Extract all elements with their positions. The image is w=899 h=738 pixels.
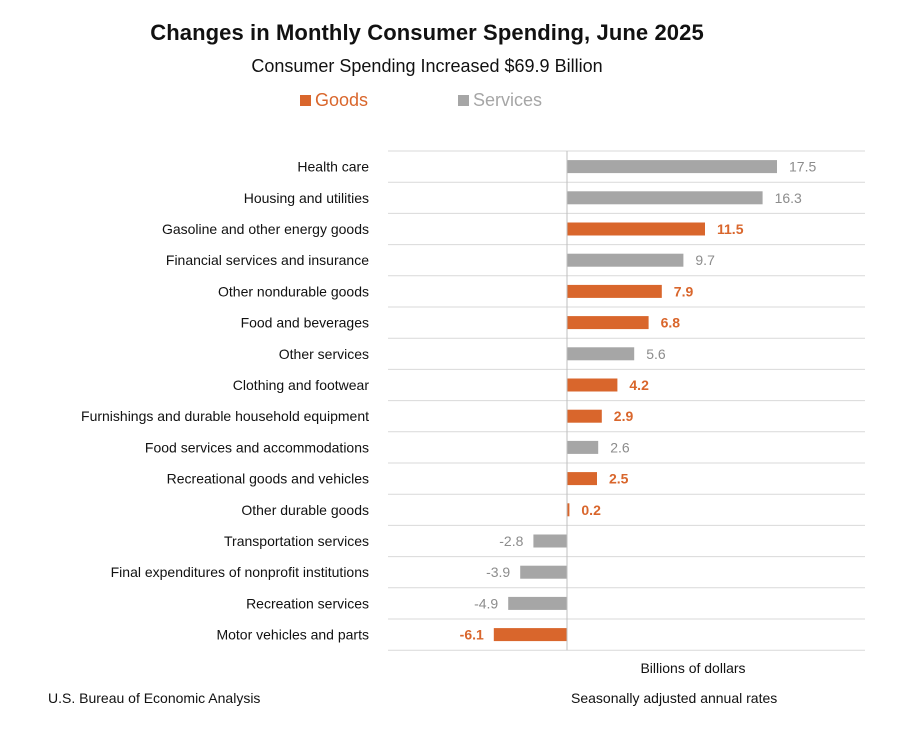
value-label: -3.9 xyxy=(486,564,510,580)
bar-housing-and-utilities xyxy=(567,191,763,205)
source-label: U.S. Bureau of Economic Analysis xyxy=(48,690,261,706)
bar-food-and-beverages xyxy=(567,316,649,330)
bar-other-nondurable-goods xyxy=(567,284,662,298)
bar-health-care xyxy=(567,160,777,174)
bars xyxy=(493,160,777,642)
category-label: Gasoline and other energy goods xyxy=(162,221,369,237)
value-label: 5.6 xyxy=(646,346,666,362)
value-label: 2.6 xyxy=(610,439,630,455)
gridlines xyxy=(388,150,865,651)
category-label: Final expenditures of nonprofit institut… xyxy=(111,564,369,580)
value-label: 16.3 xyxy=(775,190,802,206)
legend-label-services: Services xyxy=(473,90,543,110)
value-label: 2.9 xyxy=(614,408,634,424)
category-label: Financial services and insurance xyxy=(166,252,369,268)
category-label: Food services and accommodations xyxy=(145,439,369,455)
category-label: Transportation services xyxy=(224,533,369,549)
chart-title: Changes in Monthly Consumer Spending, Ju… xyxy=(150,20,704,45)
category-labels: Health care Housing and utilities Gasoline… xyxy=(81,159,369,643)
value-label: 7.9 xyxy=(674,283,694,299)
value-label: 6.8 xyxy=(661,315,681,331)
category-label: Recreational goods and vehicles xyxy=(167,471,369,487)
category-label: Motor vehicles and parts xyxy=(216,627,369,643)
legend-label-goods: Goods xyxy=(315,90,369,110)
bar-other-services xyxy=(567,347,635,361)
value-label: -4.9 xyxy=(474,595,498,611)
category-label: Other nondurable goods xyxy=(218,283,369,299)
value-label: -2.8 xyxy=(499,533,523,549)
bar-transportation-services xyxy=(533,534,567,548)
value-label: -6.1 xyxy=(460,627,484,643)
legend-item-services: Services xyxy=(458,90,542,111)
value-label: 4.2 xyxy=(629,377,649,393)
bar-gasoline-and-other-energy-goods xyxy=(567,222,705,236)
chart-subtitle: Consumer Spending Increased $69.9 Billio… xyxy=(251,56,603,76)
value-label: 9.7 xyxy=(695,252,715,268)
value-labels: 17.5 16.3 11.59.77.9 6.8 5.6 4.2 2.9 2.6 2.5 0.2 -… xyxy=(460,159,817,643)
note-label: Seasonally adjusted annual rates xyxy=(571,690,778,706)
bar-food-services-and-accommodations xyxy=(567,440,599,454)
value-label: 11.5 xyxy=(717,221,744,237)
bar-financial-services-and-insurance xyxy=(567,253,684,267)
bar-furnishings-and-durable-household-equipment xyxy=(567,409,602,423)
legend-swatch-services xyxy=(458,95,469,106)
legend-swatch-goods xyxy=(300,95,311,106)
category-label: Other durable goods xyxy=(241,502,369,518)
category-label: Other services xyxy=(279,346,369,362)
bar-recreation-services xyxy=(508,596,567,610)
legend-item-goods: Goods xyxy=(300,90,368,111)
bar-motor-vehicles-and-parts xyxy=(493,628,567,642)
bar-final-expenditures-of-nonprofit-institutions xyxy=(520,565,567,579)
category-label: Housing and utilities xyxy=(244,190,369,206)
category-label: Food and beverages xyxy=(241,315,369,331)
category-label: Health care xyxy=(297,159,369,175)
category-label: Recreation services xyxy=(246,595,369,611)
bar-other-durable-goods xyxy=(567,503,570,517)
category-label: Furnishings and durable household equipm… xyxy=(81,408,369,424)
bar-clothing-and-footwear xyxy=(567,378,618,392)
value-label: 0.2 xyxy=(581,502,601,518)
bar-recreational-goods-and-vehicles xyxy=(567,472,597,486)
value-label: 2.5 xyxy=(609,471,629,487)
category-label: Clothing and footwear xyxy=(233,377,370,393)
x-axis-label: Billions of dollars xyxy=(640,660,745,676)
value-label: 17.5 xyxy=(789,159,816,175)
